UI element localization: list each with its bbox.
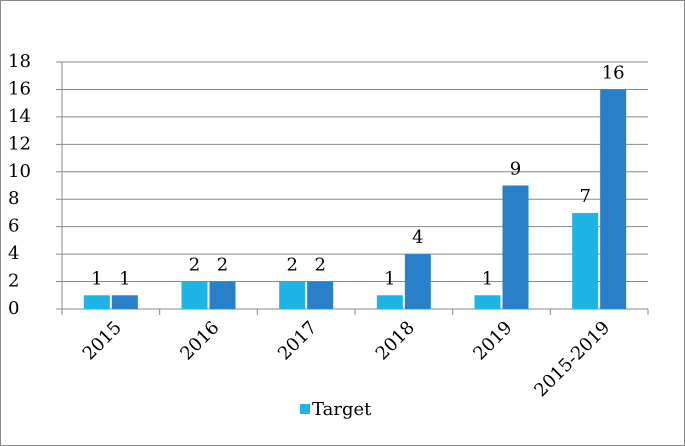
data-label: 7 [579,186,590,207]
data-label: 2 [314,255,325,276]
y-tick-label: 16 [8,78,31,99]
bar [502,185,529,309]
y-tick-label: 6 [8,216,19,237]
bar [209,281,236,309]
y-tick-label: 10 [8,161,31,182]
y-tick-label: 8 [8,188,19,209]
data-label: 4 [412,227,423,248]
y-tick-label: 12 [8,133,31,154]
bar [376,295,403,309]
bar [307,281,334,309]
data-label: 16 [602,62,625,83]
bar [111,295,138,309]
bar [181,281,208,309]
y-tick-label: 0 [8,298,19,319]
bar [474,295,501,309]
data-label: 1 [482,268,493,289]
data-label: 1 [119,268,130,289]
y-tick-label: 2 [8,271,19,292]
y-tick-label: 14 [8,106,31,127]
bar [404,254,431,309]
legend-label: Target [312,399,372,420]
data-label: 2 [286,255,297,276]
data-label: 9 [510,159,521,180]
y-tick-label: 4 [8,243,19,264]
data-label: 1 [91,268,102,289]
bar [83,295,110,309]
bar [572,212,599,309]
data-label: 1 [384,268,395,289]
legend-swatch [300,404,310,414]
bar [279,281,306,309]
bar [600,89,627,309]
y-tick-label: 18 [8,51,31,72]
data-label: 2 [189,255,200,276]
data-label: 2 [217,255,228,276]
